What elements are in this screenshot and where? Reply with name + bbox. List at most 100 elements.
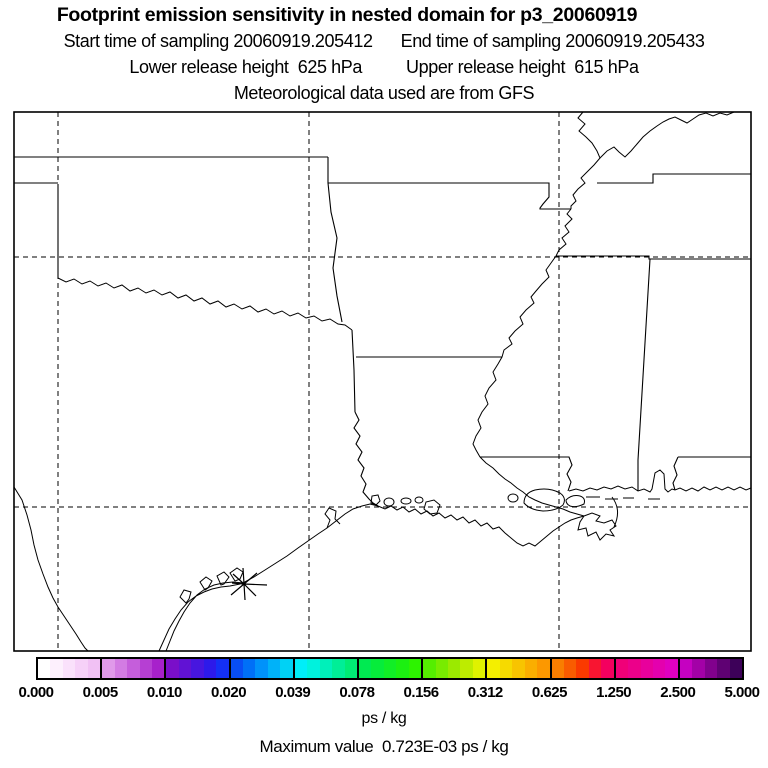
colorbar-tick-label: 2.500 — [660, 684, 696, 701]
colorbar-cell — [423, 659, 436, 678]
colorbar-segment-9 — [613, 659, 678, 678]
colorbar-cell — [151, 659, 165, 678]
colorbar-cell — [62, 659, 76, 678]
red-river — [57, 277, 353, 331]
colorbar-segment-7 — [485, 659, 550, 678]
colorbar-tick-label: 0.039 — [275, 684, 311, 701]
lower-release-label: Lower release height 625 hPa — [129, 57, 362, 77]
colorbar-segment-2 — [164, 659, 229, 678]
colorbar-cell — [344, 659, 357, 678]
colorbar-segment-1 — [100, 659, 165, 678]
colorbar-cell — [487, 659, 500, 678]
colorbar-cell — [665, 659, 678, 678]
colorbar-cell — [203, 659, 217, 678]
mississippi-delta — [577, 512, 617, 541]
colorbar-tick-label: 0.010 — [146, 684, 183, 701]
colorbar-tick-label: 5.000 — [724, 684, 760, 701]
ohio-river — [599, 111, 735, 159]
louisiana-coast — [377, 505, 585, 547]
colorbar-cell — [255, 659, 268, 678]
colorbar-cell — [294, 659, 308, 678]
colorbar-cell — [408, 659, 422, 678]
colorbar-cell — [358, 659, 372, 678]
colorbar-segment-10 — [677, 659, 743, 678]
colorbar-cell — [102, 659, 115, 678]
colorbar-unit-label: ps / kg — [361, 710, 407, 727]
colorbar-segment-6 — [421, 659, 486, 678]
colorbar-cell — [704, 659, 718, 678]
colorbar-cell — [472, 659, 486, 678]
colorbar-cell — [38, 659, 51, 678]
colorbar-tick-label: 0.625 — [531, 684, 568, 701]
colorbar-segment-4 — [292, 659, 357, 678]
colorbar-cell — [524, 659, 538, 678]
colorbar-cell — [692, 659, 705, 678]
colorbar-cell — [166, 659, 179, 678]
colorbar-cell — [396, 659, 409, 678]
texas-bays — [179, 494, 381, 604]
colorbar-cell — [50, 659, 63, 678]
colorbar-cell — [563, 659, 577, 678]
colorbar-cell — [640, 659, 653, 678]
colorbar-cell — [729, 659, 743, 678]
calcasieu-lake — [383, 497, 395, 507]
texas-coast — [158, 503, 379, 652]
lake-pontchartrain — [423, 488, 585, 515]
colorbar-cell — [230, 659, 243, 678]
colorbar-cell — [588, 659, 602, 678]
colorbar-cell — [114, 659, 128, 678]
colorbar — [36, 657, 744, 680]
colorbar-cell — [512, 659, 525, 678]
chandeleur-islands — [611, 496, 618, 528]
colorbar-tick-label: 0.005 — [82, 684, 119, 701]
colorbar-segment-5 — [356, 659, 422, 678]
colorbar-cell — [679, 659, 693, 678]
gulf-north-shore — [568, 469, 752, 493]
colorbar-cell — [448, 659, 461, 678]
colorbar-cell — [216, 659, 229, 678]
white-lake — [414, 496, 424, 504]
sampling-end-label: End time of sampling 20060919.205433 — [400, 31, 705, 51]
sampling-start-label: Start time of sampling 20060919.205412 — [63, 31, 373, 51]
colorbar-cell — [75, 659, 88, 678]
release-height-line: Lower release height 625 hPa Upper releas… — [0, 57, 768, 78]
latlon-gridlines — [14, 112, 751, 651]
colorbar-segment-8 — [549, 659, 614, 678]
colorbar-cell — [576, 659, 589, 678]
colorbar-segment-3 — [228, 659, 293, 678]
colorbar-tick-label: 1.250 — [596, 684, 632, 701]
colorbar-tick-label: 0.078 — [339, 684, 375, 701]
colorbar-cell — [332, 659, 345, 678]
colorbar-tick-label: 0.000 — [18, 684, 54, 701]
colorbar-cell — [280, 659, 293, 678]
colorbar-cell — [551, 659, 564, 678]
colorbar-cell — [191, 659, 204, 678]
colorbar-tick-label: 0.312 — [467, 684, 504, 701]
release-marker — [230, 567, 268, 601]
colorbar-cell — [139, 659, 152, 678]
colorbar-cell — [435, 659, 448, 678]
colorbar-cell — [87, 659, 101, 678]
colorbar-cell — [178, 659, 192, 678]
colorbar-cell — [267, 659, 281, 678]
colorbar-cell — [601, 659, 614, 678]
colorbar-cell — [628, 659, 641, 678]
colorbar-cell — [499, 659, 513, 678]
plot-title: Footprint emission sensitivity in nested… — [56, 4, 638, 26]
rivers — [13, 111, 735, 652]
colorbar-cell — [243, 659, 256, 678]
grand-lake — [400, 497, 412, 505]
colorbar-tick-label: 0.020 — [211, 684, 247, 701]
coastline — [158, 469, 752, 652]
colorbar-cell — [371, 659, 384, 678]
sampling-time-line: Start time of sampling 20060919.205412 En… — [0, 31, 768, 52]
colorbar-cell — [127, 659, 140, 678]
rio-grande — [13, 486, 89, 652]
colorbar-cell — [383, 659, 397, 678]
colorbar-cell — [460, 659, 473, 678]
colorbar-segment-0 — [38, 659, 101, 678]
colorbar-cell — [307, 659, 320, 678]
colorbar-cell — [615, 659, 629, 678]
